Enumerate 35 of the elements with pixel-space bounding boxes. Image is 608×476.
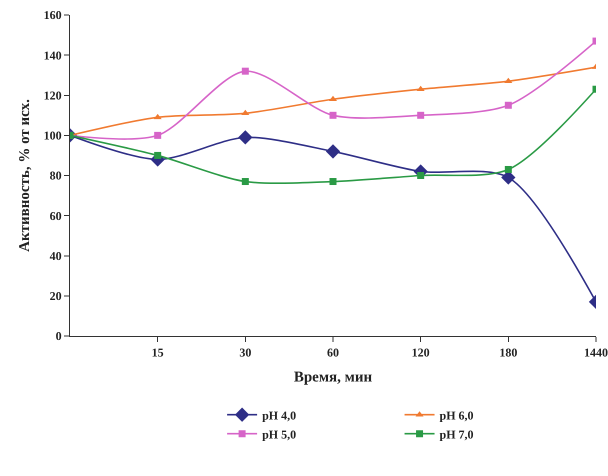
y-axis-title: Активность, % от исх. (16, 98, 33, 252)
y-tick-label: 40 (50, 248, 62, 263)
point (154, 152, 162, 159)
point (154, 132, 162, 139)
point (242, 68, 249, 75)
legend-label: pH 6,0 (440, 408, 474, 422)
y-tick-label: 20 (50, 289, 62, 304)
point (326, 144, 340, 159)
y-tick-label: 0 (56, 329, 62, 344)
x-tick-label: 15 (152, 345, 164, 360)
legend-label: pH 4,0 (262, 408, 296, 422)
y-tick-label: 160 (44, 8, 62, 22)
point (504, 166, 512, 173)
x-tick-label: 180 (499, 345, 518, 360)
x-axis-title: Время, мин (294, 369, 373, 386)
point (417, 112, 424, 119)
x-tick-label: 60 (327, 345, 339, 360)
point (238, 130, 252, 145)
legend-label: pH 7,0 (440, 427, 474, 442)
x-tick-label: 120 (412, 345, 430, 360)
y-tick-label: 60 (50, 208, 62, 223)
y-tick-label: 100 (44, 128, 62, 143)
x-tick-label: 1440 (584, 345, 608, 360)
point (504, 102, 512, 109)
x-tick-label: 30 (239, 345, 252, 360)
y-tick-label: 120 (44, 88, 62, 102)
y-tick-label: 140 (44, 48, 62, 62)
legend-label: pH 5,0 (262, 427, 296, 442)
y-tick-label: 80 (50, 168, 62, 183)
point (242, 178, 249, 186)
point (330, 112, 336, 119)
point (241, 110, 250, 116)
point (154, 114, 162, 120)
point (330, 178, 336, 186)
point (417, 172, 424, 179)
